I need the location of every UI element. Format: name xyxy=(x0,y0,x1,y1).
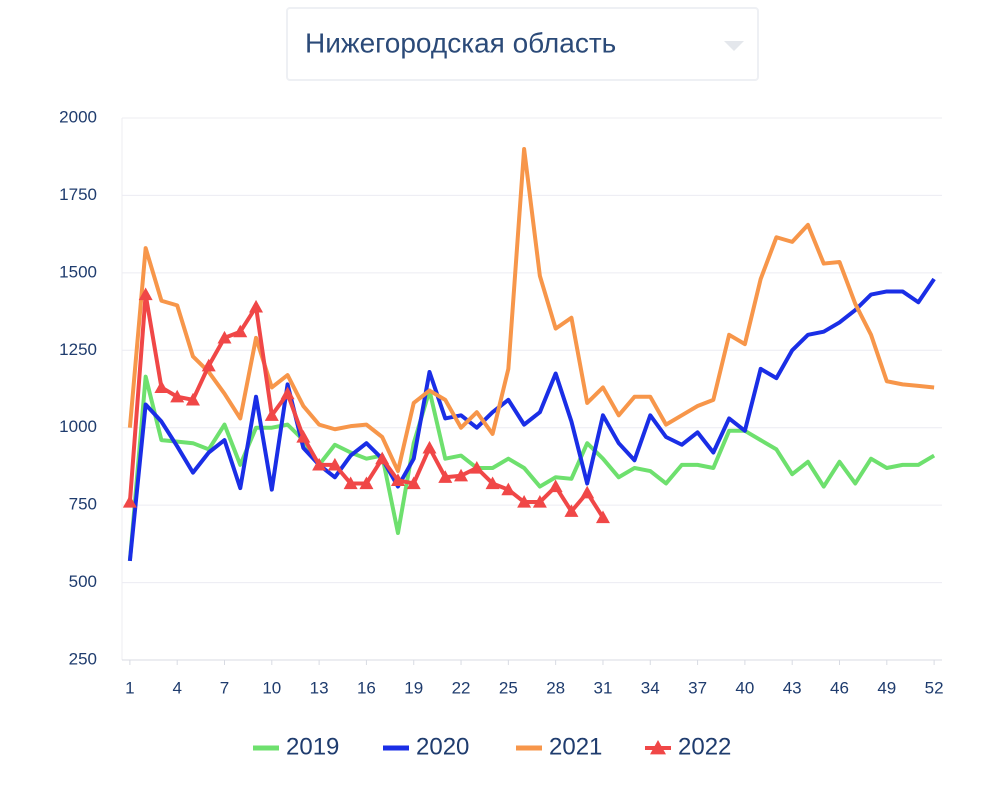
point-marker xyxy=(122,495,137,508)
point-marker xyxy=(217,330,232,344)
x-tick-label: 46 xyxy=(830,678,849,697)
point-marker xyxy=(359,476,374,490)
x-tick-label: 34 xyxy=(641,678,660,697)
x-tick-label: 52 xyxy=(925,678,944,697)
point-marker xyxy=(185,392,200,406)
point-marker xyxy=(532,495,547,508)
point-marker xyxy=(454,468,469,482)
series-line xyxy=(127,374,936,562)
x-tick-label: 43 xyxy=(783,678,802,697)
point-marker xyxy=(343,476,358,490)
x-tick-label: 31 xyxy=(594,678,613,697)
x-tick-label: 4 xyxy=(172,678,181,697)
point-marker xyxy=(469,460,484,474)
y-tick-label: 1000 xyxy=(59,417,97,436)
point-marker xyxy=(233,324,248,338)
point-marker xyxy=(406,476,421,490)
point-marker xyxy=(438,470,453,483)
x-tick-label: 22 xyxy=(452,678,471,697)
point-marker xyxy=(595,510,610,524)
legend-label: 2021 xyxy=(549,733,602,760)
y-tick-label: 1500 xyxy=(59,262,97,281)
point-marker xyxy=(564,504,579,517)
chart-title: Нижегородская область xyxy=(305,27,616,58)
point-marker xyxy=(548,479,563,493)
dropdown-arrow xyxy=(724,41,744,51)
x-tick-label: 16 xyxy=(357,678,376,697)
x-tick-label: 10 xyxy=(262,678,281,697)
point-marker xyxy=(280,386,295,400)
x-tick-label: 49 xyxy=(877,678,896,697)
x-tick-label: 19 xyxy=(404,678,423,697)
point-marker xyxy=(517,495,532,508)
point-marker xyxy=(249,299,264,313)
point-marker xyxy=(154,380,169,394)
y-tick-label: 1750 xyxy=(59,185,97,204)
legend-label: 2019 xyxy=(286,733,339,760)
point-marker xyxy=(264,408,279,421)
point-marker xyxy=(138,287,153,301)
x-tick-label: 1 xyxy=(125,678,134,697)
point-marker xyxy=(390,473,405,486)
legend-marker xyxy=(650,740,666,755)
x-tick-label: 7 xyxy=(220,678,229,697)
point-marker xyxy=(201,358,216,372)
point-marker xyxy=(170,389,185,403)
legend-label: 2022 xyxy=(678,733,731,760)
point-marker xyxy=(312,457,327,471)
y-tick-label: 250 xyxy=(69,649,97,668)
y-tick-label: 2000 xyxy=(59,107,97,126)
x-tick-label: 13 xyxy=(310,678,329,697)
y-tick-label: 750 xyxy=(69,495,97,514)
region-dropdown[interactable] xyxy=(286,7,759,81)
point-marker xyxy=(422,440,437,454)
x-tick-label: 28 xyxy=(546,678,565,697)
y-tick-label: 1250 xyxy=(59,340,97,359)
point-marker xyxy=(485,476,500,490)
y-tick-label: 500 xyxy=(69,572,97,591)
point-marker xyxy=(501,482,516,496)
series-line xyxy=(127,277,936,562)
point-marker xyxy=(375,451,390,465)
legend-label: 2020 xyxy=(416,733,469,760)
point-marker xyxy=(327,457,342,471)
x-tick-label: 37 xyxy=(688,678,707,697)
x-tick-label: 25 xyxy=(499,678,518,697)
point-marker xyxy=(580,485,595,499)
point-marker xyxy=(296,430,311,443)
x-tick-label: 40 xyxy=(735,678,754,697)
